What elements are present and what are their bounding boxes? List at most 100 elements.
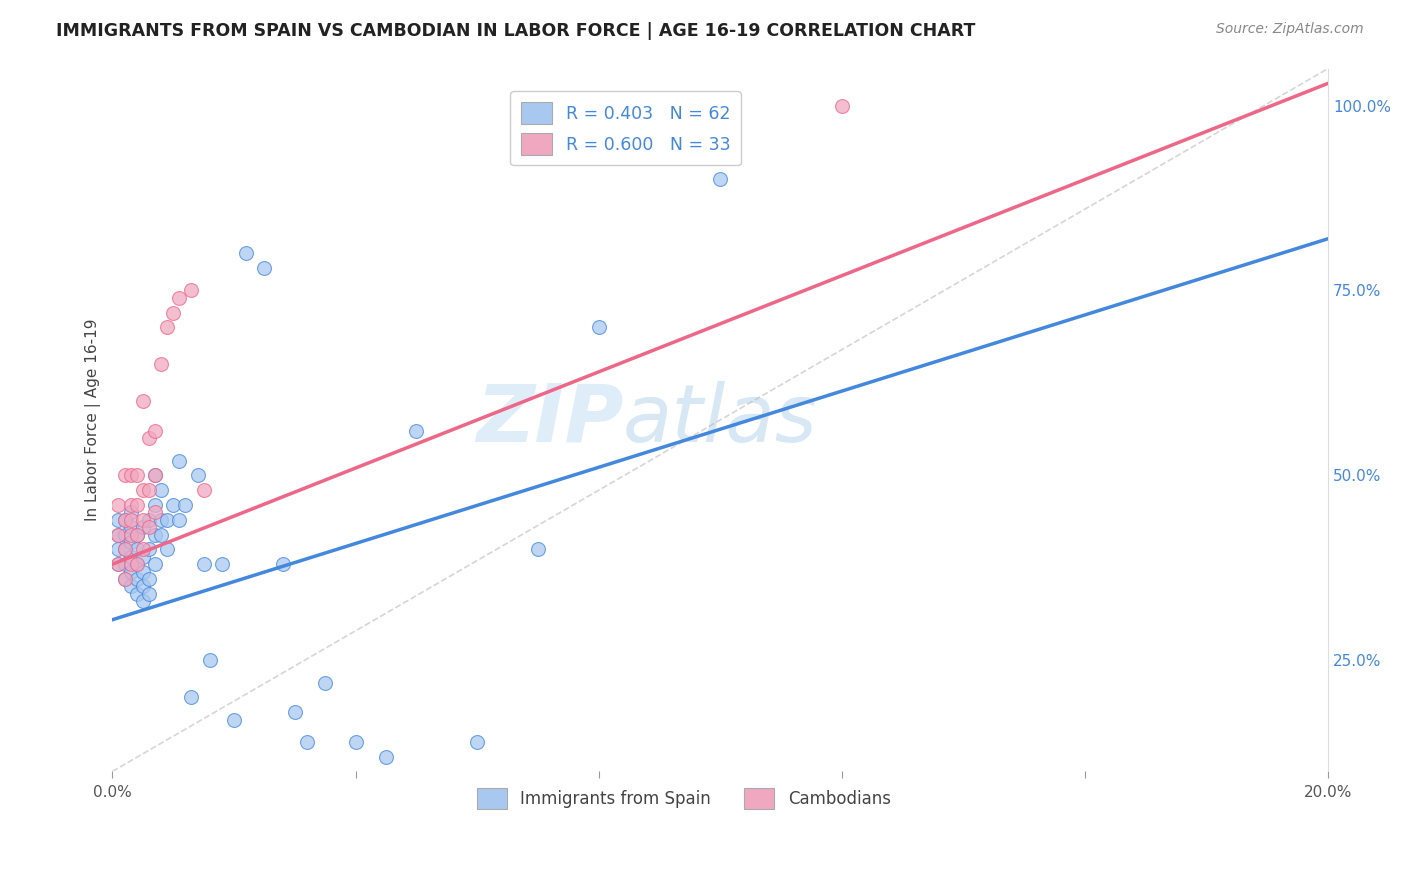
Point: [211, 558, 233, 572]
Point: [125, 498, 148, 512]
Y-axis label: In Labor Force | Age 16-19: In Labor Force | Age 16-19: [86, 318, 101, 521]
Point: [138, 572, 160, 586]
Point: [709, 172, 731, 186]
Point: [405, 424, 427, 438]
Point: [107, 513, 129, 527]
Point: [150, 527, 173, 541]
Point: [143, 424, 166, 438]
Point: [588, 320, 610, 334]
Point: [120, 535, 142, 549]
Point: [120, 549, 142, 564]
Point: [169, 513, 191, 527]
Point: [138, 520, 160, 534]
Point: [114, 542, 136, 557]
Point: [107, 558, 129, 572]
Point: [150, 358, 173, 372]
Point: [138, 542, 160, 557]
Point: [120, 505, 142, 519]
Point: [198, 653, 221, 667]
Point: [831, 98, 853, 112]
Point: [169, 453, 191, 467]
Point: [114, 558, 136, 572]
Point: [132, 549, 155, 564]
Point: [114, 542, 136, 557]
Point: [114, 572, 136, 586]
Text: Source: ZipAtlas.com: Source: ZipAtlas.com: [1216, 22, 1364, 37]
Point: [114, 468, 136, 483]
Point: [174, 498, 197, 512]
Point: [235, 246, 257, 260]
Point: [114, 513, 136, 527]
Text: IMMIGRANTS FROM SPAIN VS CAMBODIAN IN LABOR FORCE | AGE 16-19 CORRELATION CHART: IMMIGRANTS FROM SPAIN VS CAMBODIAN IN LA…: [56, 22, 976, 40]
Point: [132, 565, 155, 579]
Point: [193, 558, 215, 572]
Point: [114, 527, 136, 541]
Point: [132, 579, 155, 593]
Point: [193, 483, 215, 498]
Point: [150, 483, 173, 498]
Point: [132, 594, 155, 608]
Point: [125, 542, 148, 557]
Point: [186, 468, 208, 483]
Point: [125, 572, 148, 586]
Point: [120, 558, 142, 572]
Point: [114, 513, 136, 527]
Point: [107, 527, 129, 541]
Point: [107, 527, 129, 541]
Point: [143, 505, 166, 519]
Point: [132, 483, 155, 498]
Point: [284, 705, 307, 719]
Point: [169, 291, 191, 305]
Point: [132, 394, 155, 409]
Point: [271, 558, 294, 572]
Point: [143, 468, 166, 483]
Point: [138, 483, 160, 498]
Point: [138, 432, 160, 446]
Point: [107, 498, 129, 512]
Point: [143, 498, 166, 512]
Point: [156, 542, 179, 557]
Point: [132, 542, 155, 557]
Point: [138, 513, 160, 527]
Point: [125, 558, 148, 572]
Point: [180, 690, 202, 705]
Point: [150, 513, 173, 527]
Point: [125, 527, 148, 541]
Point: [107, 558, 129, 572]
Point: [120, 513, 142, 527]
Point: [314, 675, 336, 690]
Point: [253, 261, 276, 276]
Point: [120, 579, 142, 593]
Point: [295, 735, 318, 749]
Point: [120, 565, 142, 579]
Point: [120, 468, 142, 483]
Point: [143, 468, 166, 483]
Point: [125, 527, 148, 541]
Point: [162, 498, 184, 512]
Point: [527, 542, 550, 557]
Point: [344, 735, 367, 749]
Point: [107, 542, 129, 557]
Point: [125, 558, 148, 572]
Point: [132, 513, 155, 527]
Legend: Immigrants from Spain, Cambodians: Immigrants from Spain, Cambodians: [470, 781, 897, 816]
Point: [114, 572, 136, 586]
Point: [222, 713, 245, 727]
Point: [143, 558, 166, 572]
Point: [375, 749, 398, 764]
Point: [120, 520, 142, 534]
Point: [162, 306, 184, 320]
Point: [465, 735, 488, 749]
Point: [120, 498, 142, 512]
Point: [120, 527, 142, 541]
Point: [125, 587, 148, 601]
Text: atlas: atlas: [623, 381, 818, 459]
Point: [156, 513, 179, 527]
Point: [156, 320, 179, 334]
Point: [138, 587, 160, 601]
Point: [125, 468, 148, 483]
Point: [132, 520, 155, 534]
Point: [679, 143, 702, 157]
Point: [180, 284, 202, 298]
Point: [143, 527, 166, 541]
